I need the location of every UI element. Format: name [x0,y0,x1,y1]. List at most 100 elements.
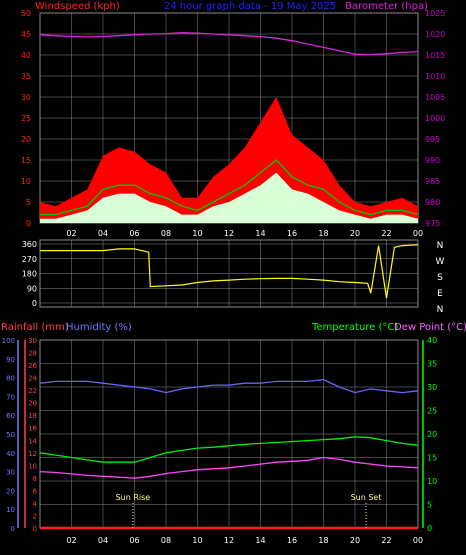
humidity-y-tick-label: 40 [6,450,15,458]
temp-x-tick-label: 08 [161,536,171,545]
rain-y-tick-label: 26 [28,362,37,370]
wind-x-tick-label: 10 [192,229,202,238]
sun-marker-label: Sun Set [351,493,382,502]
wind-y-tick-label: 40 [21,51,31,60]
windspeed-title: Windspeed (kph) [35,1,120,12]
temp-y-tick-label: 15 [427,454,437,463]
temp-x-tick-label: 22 [381,536,391,545]
wind-x-tick-label: 12 [224,229,234,238]
humidity-y-tick-label: 80 [6,375,15,383]
rain-y-tick-label: 12 [28,450,37,458]
baro-y-tick-label: 1015 [425,51,445,60]
rain-y-tick-label: 22 [28,387,37,395]
direction-y-tick-label: 270 [22,255,37,264]
dewpoint-line [39,456,419,479]
temperature-line [39,436,419,463]
direction-y-tick-label: 360 [22,240,37,249]
baro-y-tick-label: 975 [425,219,440,228]
baro-y-tick-label: 1000 [425,114,445,123]
compass-label: W [436,257,445,267]
humidity-y-tick-label: 30 [6,469,15,477]
rain-y-tick-label: 8 [33,475,37,483]
humidity-y-tick-label: 60 [6,412,15,420]
temp-y-tick-label: 10 [427,477,437,486]
barometer-line [39,32,419,56]
wind-y-tick-label: 15 [21,156,31,165]
compass-label: S [437,273,443,283]
rain-y-tick-label: 18 [28,412,37,420]
rain-y-tick-label: 0 [33,525,37,533]
baro-y-tick-label: 995 [425,135,440,144]
rain-y-tick-label: 30 [28,337,37,345]
barometer-title: Barometer (hpa) [345,1,428,12]
sun-marker-label: Sun Rise [116,493,151,502]
wind-y-tick-label: 10 [21,177,31,186]
compass-label: N [437,305,444,315]
humidity-y-tick-label: 10 [6,506,15,514]
wind-x-tick-label: 02 [66,229,76,238]
temp-x-tick-label: 20 [350,536,360,545]
wind-y-tick-label: 5 [26,198,31,207]
temp-x-tick-label: 00 [413,536,423,545]
rain-y-tick-label: 4 [33,500,38,508]
wind-y-tick-label: 0 [26,219,31,228]
humidity-y-tick-label: 50 [6,431,15,439]
humidity-y-tick-label: 90 [6,356,15,364]
avg-wind-line [40,159,419,216]
wind-x-tick-label: 08 [161,229,171,238]
temp-y-tick-label: 40 [427,336,437,345]
temp-x-tick-label: 10 [192,536,202,545]
wind-y-tick-label: 20 [21,135,31,144]
rain-y-tick-label: 20 [28,400,37,408]
baro-y-tick-label: 1025 [425,9,445,18]
rain-y-tick-label: 10 [28,462,37,470]
rain-y-tick-label: 24 [28,375,37,383]
temp-x-tick-label: 06 [129,536,139,545]
wind-y-tick-label: 30 [21,93,31,102]
temp-y-tick-label: 30 [427,383,437,392]
baro-y-tick-label: 1005 [425,93,445,102]
rain-y-tick-label: 6 [33,487,38,495]
compass-label: E [437,289,443,299]
temp-x-tick-label: 04 [98,536,108,545]
temp-y-tick-label: 25 [427,407,437,416]
wind-x-tick-label: 14 [255,229,265,238]
wind-x-tick-label: 06 [129,229,139,238]
baro-y-tick-label: 1010 [425,72,445,81]
direction-line [40,244,419,299]
rain-y-tick-label: 16 [28,425,37,433]
rain-y-tick-label: 14 [28,437,37,445]
baro-y-tick-label: 990 [425,156,440,165]
baro-y-tick-label: 985 [425,177,440,186]
direction-y-tick-label: 0 [32,299,37,308]
temp-y-tick-label: 35 [427,360,437,369]
temp-x-tick-label: 14 [255,536,265,545]
temp-x-tick-label: 02 [66,536,76,545]
humidity-y-tick-label: 0 [11,525,15,533]
wind-x-tick-label: 18 [318,229,328,238]
wind-x-tick-label: 20 [350,229,360,238]
wind-x-tick-label: 16 [287,229,297,238]
temp-y-tick-label: 0 [427,524,432,533]
temperature-title: Temperature (°C) [311,322,398,333]
humidity-y-tick-label: 20 [6,487,15,495]
wind-x-tick-label: 00 [413,229,423,238]
rain-y-tick-label: 28 [28,350,37,358]
wind-y-tick-label: 35 [21,72,31,81]
baro-y-tick-label: 1020 [425,30,445,39]
temp-x-tick-label: 12 [224,536,234,545]
wind-y-tick-label: 50 [21,9,31,18]
gust-area [40,97,418,223]
compass-label: N [437,241,444,251]
temp-y-tick-label: 5 [427,501,432,510]
dewpoint-title: Dew Point (°C) [394,322,466,333]
wind-y-tick-label: 45 [21,30,31,39]
wind-x-tick-label: 04 [98,229,108,238]
rain-y-tick-label: 2 [33,512,37,520]
humidity-y-tick-label: 100 [2,337,15,345]
wind-y-tick-label: 25 [21,114,31,123]
speed-area [40,172,418,223]
humidity-line [39,378,419,394]
humidity-title: Humidity (%) [66,322,132,333]
